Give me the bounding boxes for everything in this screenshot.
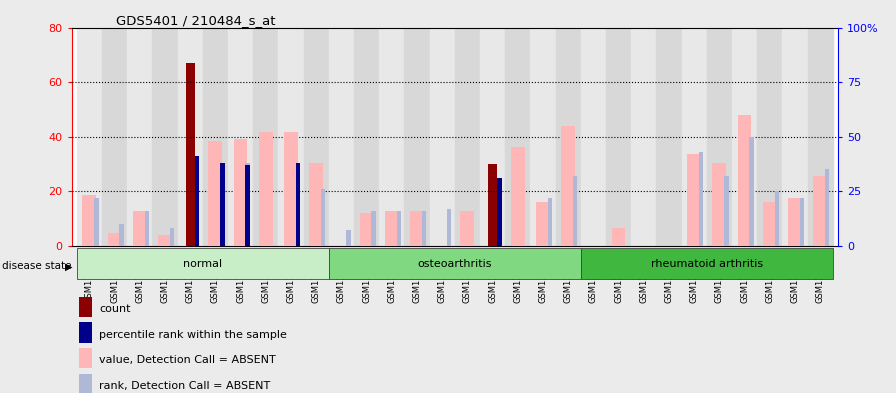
Bar [80, 323, 91, 343]
Bar [220, 163, 225, 246]
FancyBboxPatch shape [329, 248, 581, 279]
Bar [346, 230, 350, 246]
Text: percentile rank within the sample: percentile rank within the sample [99, 330, 287, 340]
Bar [253, 28, 279, 246]
Bar [749, 136, 754, 246]
Bar [788, 198, 802, 246]
Bar [699, 152, 703, 246]
Bar [581, 28, 606, 246]
Text: GDS5401 / 210484_s_at: GDS5401 / 210484_s_at [116, 14, 276, 27]
Bar [631, 28, 657, 246]
Bar [158, 235, 172, 246]
Bar [707, 28, 732, 246]
Text: disease state: disease state [2, 261, 72, 272]
Bar [195, 156, 200, 246]
Bar [144, 211, 149, 246]
Bar [209, 141, 222, 246]
Bar [371, 211, 375, 246]
Bar [573, 176, 577, 246]
Bar [127, 28, 152, 246]
Bar [397, 211, 401, 246]
Bar [712, 163, 727, 246]
Bar [497, 178, 502, 246]
Bar [762, 202, 777, 246]
Bar [102, 28, 127, 246]
Bar [461, 211, 474, 246]
Bar [259, 132, 272, 246]
Bar [404, 28, 429, 246]
Bar [682, 28, 707, 246]
Bar [410, 211, 424, 246]
Bar [169, 228, 174, 246]
Bar [108, 233, 122, 246]
Bar [536, 202, 550, 246]
Bar [384, 211, 399, 246]
Text: rheumatoid arthritis: rheumatoid arthritis [650, 259, 762, 269]
Bar [530, 28, 556, 246]
Bar [454, 28, 480, 246]
Bar [309, 163, 323, 246]
Bar [505, 28, 530, 246]
Bar [480, 28, 505, 246]
Bar [724, 176, 728, 246]
Bar [359, 213, 374, 246]
Bar [561, 126, 575, 246]
Bar [825, 169, 830, 246]
Bar [774, 191, 779, 246]
Bar [379, 28, 404, 246]
Bar [488, 164, 497, 246]
Bar [782, 28, 807, 246]
Text: rank, Detection Call = ABSENT: rank, Detection Call = ABSENT [99, 381, 271, 391]
Bar [807, 28, 832, 246]
Bar [177, 28, 202, 246]
Bar [447, 209, 452, 246]
Bar [511, 147, 525, 246]
Bar [82, 195, 96, 246]
Bar [657, 28, 682, 246]
Bar [284, 132, 297, 246]
Bar [202, 28, 228, 246]
Bar [329, 28, 354, 246]
Bar [547, 198, 552, 246]
Bar [246, 163, 250, 246]
Bar [737, 115, 752, 246]
Bar [296, 163, 300, 246]
Bar [687, 154, 701, 246]
Bar [732, 28, 757, 246]
Bar [814, 176, 827, 246]
Bar [354, 28, 379, 246]
Bar [152, 28, 177, 246]
Bar [556, 28, 581, 246]
Bar [185, 63, 194, 246]
Text: ▶: ▶ [65, 261, 73, 272]
Bar [234, 139, 247, 246]
Bar [429, 28, 454, 246]
Text: count: count [99, 304, 131, 314]
Bar [612, 228, 625, 246]
Bar [279, 28, 304, 246]
Bar [228, 28, 253, 246]
Bar [77, 28, 102, 246]
FancyBboxPatch shape [581, 248, 832, 279]
Bar [94, 198, 99, 246]
Bar [246, 165, 250, 246]
FancyBboxPatch shape [77, 248, 329, 279]
Bar [757, 28, 782, 246]
Bar [80, 297, 91, 318]
Bar [133, 211, 147, 246]
Text: osteoarthritis: osteoarthritis [418, 259, 492, 269]
Bar [422, 211, 426, 246]
Bar [321, 189, 325, 246]
Bar [237, 147, 245, 246]
Bar [80, 374, 91, 393]
Bar [606, 28, 631, 246]
Bar [119, 224, 124, 246]
Bar [800, 198, 805, 246]
Text: value, Detection Call = ABSENT: value, Detection Call = ABSENT [99, 355, 276, 365]
Bar [304, 28, 329, 246]
Text: normal: normal [183, 259, 222, 269]
Bar [80, 348, 91, 369]
Bar [220, 163, 225, 246]
